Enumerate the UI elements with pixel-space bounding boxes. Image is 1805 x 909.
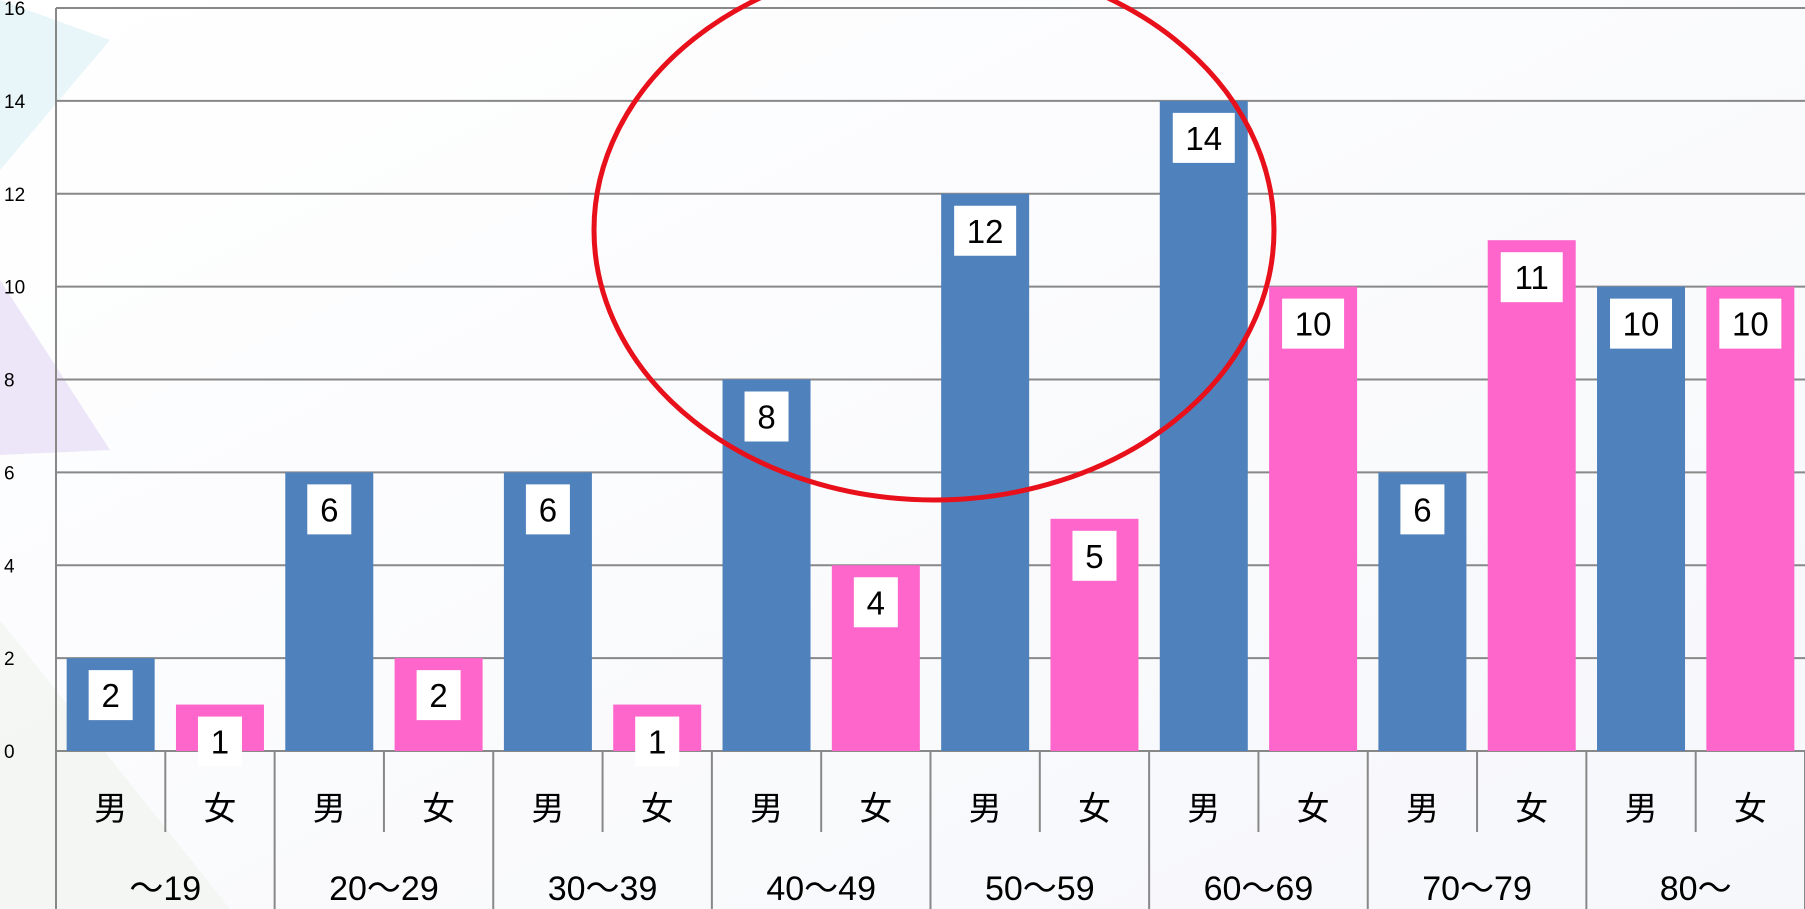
group-label: 40〜49 [766, 870, 876, 908]
category-label: 男 [750, 789, 783, 828]
data-label-box [416, 670, 461, 721]
bar-male [941, 193, 1030, 751]
data-label-box [1282, 298, 1345, 349]
data-label: 6 [320, 491, 338, 528]
data-label: 14 [1185, 120, 1222, 157]
group-label: 20〜29 [329, 870, 439, 908]
data-label: 12 [967, 213, 1004, 250]
y-axis-ticks: 0 2 4 6 8 10 12 14 16 [4, 0, 26, 763]
category-label: 女 [1734, 789, 1767, 828]
category-label: 男 [1406, 789, 1439, 828]
y-tick-label: 2 [4, 649, 15, 670]
group-label: 30〜39 [548, 870, 658, 908]
category-label: 男 [94, 789, 127, 828]
data-label: 1 [211, 724, 229, 761]
data-label-box [1072, 530, 1117, 581]
category-label: 女 [1515, 789, 1548, 828]
category-label: 女 [422, 789, 455, 828]
y-tick-label: 14 [4, 92, 26, 113]
data-label-box [1400, 484, 1445, 535]
y-tick-label: 12 [4, 185, 25, 206]
data-label: 10 [1295, 306, 1332, 343]
category-label: 女 [203, 789, 236, 828]
decor-shape [0, 620, 230, 909]
data-label-box [1500, 252, 1563, 303]
data-label: 10 [1732, 306, 1769, 343]
data-label-box [744, 391, 789, 442]
data-label-box [853, 577, 898, 628]
data-label: 6 [1413, 491, 1431, 528]
category-label: 女 [641, 789, 674, 828]
category-label: 男 [1187, 789, 1220, 828]
data-label-box [525, 484, 570, 535]
category-label: 男 [1625, 789, 1658, 828]
group-label: 50〜59 [985, 870, 1095, 908]
category-label: 女 [1297, 789, 1330, 828]
y-tick-label: 4 [4, 556, 15, 577]
data-label: 1 [648, 724, 666, 761]
bar-female [1269, 286, 1358, 751]
category-label: 男 [531, 789, 564, 828]
data-label: 4 [867, 584, 885, 621]
data-label: 2 [101, 677, 119, 714]
group-label: 70〜79 [1422, 870, 1532, 908]
data-label-box [197, 716, 242, 767]
data-label-box [307, 484, 352, 535]
data-label-box [1610, 298, 1673, 349]
bar-female [1706, 286, 1795, 751]
category-label: 男 [313, 789, 346, 828]
bars [66, 100, 1795, 751]
data-labels: 2 1 6 2 6 1 8 4 12 5 14 10 6 11 10 10 [88, 112, 1782, 767]
data-label: 8 [757, 399, 775, 436]
data-label: 11 [1515, 259, 1549, 296]
data-label-box [88, 670, 133, 721]
category-label: 女 [1078, 789, 1111, 828]
y-tick-label: 16 [4, 0, 25, 20]
x-axis-categories: 男 女 男 女 男 女 男 女 男 女 男 女 男 女 男 女〜19 20〜29 30〜39 40〜49 50〜59 6… [94, 751, 1805, 909]
data-label-box [954, 205, 1017, 256]
bar-male [1597, 286, 1686, 751]
data-label-box [1172, 112, 1235, 163]
data-label-box [635, 716, 680, 767]
category-label: 女 [859, 789, 892, 828]
y-tick-label: 8 [4, 371, 15, 392]
bar-female [1487, 240, 1576, 751]
data-label: 5 [1085, 538, 1103, 575]
y-tick-label: 0 [4, 742, 15, 763]
data-label: 6 [539, 491, 557, 528]
bar-male [1159, 100, 1248, 751]
y-tick-label: 6 [4, 463, 15, 484]
data-label-box [1719, 298, 1782, 349]
group-label: 60〜69 [1204, 870, 1314, 908]
highlight-ellipse [591, 0, 1277, 503]
data-label: 10 [1623, 306, 1660, 343]
category-label: 男 [969, 789, 1002, 828]
group-label: 80〜 [1660, 870, 1732, 908]
data-label: 2 [429, 677, 447, 714]
group-label: 〜19 [129, 870, 201, 908]
y-tick-label: 10 [4, 278, 25, 299]
